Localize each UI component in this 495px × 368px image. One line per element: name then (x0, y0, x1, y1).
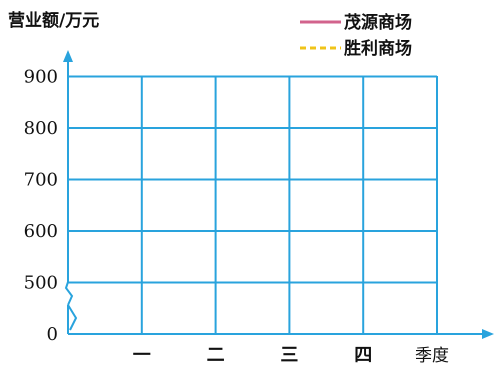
x-category-label: 二 (207, 345, 225, 366)
axis-break-mark (64, 281, 74, 306)
y-tick-labels: 0 500 600 700 800 900 (24, 67, 58, 346)
x-category-labels: 一二三四 (133, 345, 372, 366)
legend-entry: 茂源商场 (344, 12, 412, 33)
legend-entry: 胜利商场 (344, 38, 412, 59)
y-tick-label: 500 (24, 273, 58, 294)
x-axis-arrow (482, 329, 494, 339)
y-tick-label: 700 (24, 170, 58, 191)
x-axis-label: 季度 (415, 346, 449, 366)
axis-break-mark (67, 304, 78, 331)
y-axis-arrow (63, 50, 73, 62)
y-tick-label: 0 (47, 324, 58, 345)
x-category-label: 三 (280, 345, 298, 366)
y-tick-label: 800 (24, 118, 58, 139)
y-tick-label: 900 (24, 67, 58, 88)
y-tick-label: 600 (24, 221, 58, 242)
x-category-label: 一 (133, 345, 151, 366)
y-axis-label: 营业额/万元 (8, 10, 99, 31)
chart-axes (63, 50, 494, 339)
chart-grid (68, 75, 438, 334)
x-category-label: 四 (354, 345, 372, 366)
